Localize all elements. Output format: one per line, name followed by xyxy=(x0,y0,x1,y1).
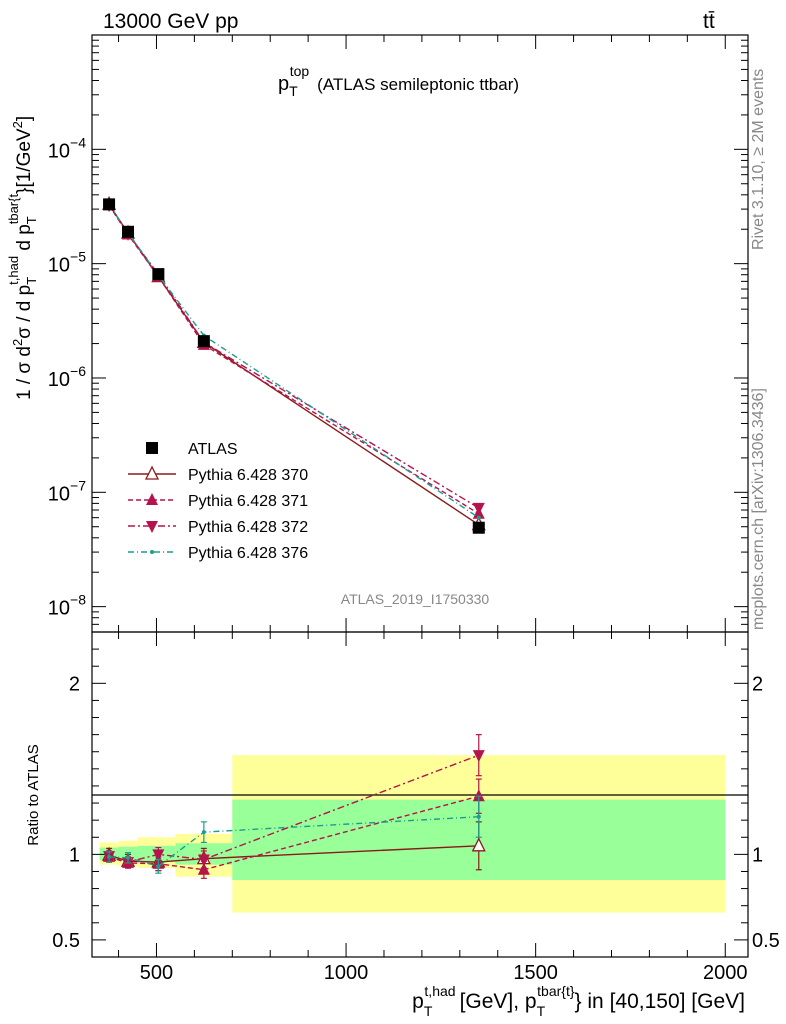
legend-entry: Pythia 6.428 370 xyxy=(128,465,308,484)
main-plot: 10−8 10−7 10−6 10−5 10−4 pTtop(ATLAS semilep… xyxy=(6,34,749,633)
main-axis-ticks xyxy=(92,34,748,633)
legend-entry: Pythia 6.428 371 xyxy=(128,493,308,510)
chart-title: pTtop(ATLAS semileptonic ttbar) xyxy=(278,63,519,99)
data-point xyxy=(152,268,165,281)
legend-marker xyxy=(150,550,154,554)
ratio-y-tick-label: 0.5 xyxy=(52,930,80,952)
main-y-tick-label: 10−5 xyxy=(48,249,86,277)
ratio-y-tick-label: 2 xyxy=(69,673,80,695)
legend-marker xyxy=(146,442,158,454)
ratio-y-tick-label-right: 1 xyxy=(752,844,763,866)
data-point xyxy=(197,854,210,867)
x-tick-label: 2000 xyxy=(703,962,748,984)
main-y-tick-labels: 10−8 10−7 10−6 10−5 10−4 xyxy=(48,134,86,619)
legend-marker xyxy=(146,521,158,533)
series-line xyxy=(108,204,480,515)
series-0 xyxy=(103,198,485,534)
series-line xyxy=(108,204,480,509)
ratio-y-tick-label-right: 2 xyxy=(752,673,763,695)
data-point xyxy=(201,830,206,835)
ratio-uncertainty-bands xyxy=(99,755,726,913)
legend-entry: Pythia 6.428 372 xyxy=(128,519,308,536)
legend-label: Pythia 6.428 370 xyxy=(188,467,308,484)
main-y-tick-label: 10−7 xyxy=(48,477,86,505)
data-point xyxy=(197,335,210,348)
data-point xyxy=(476,814,481,819)
data-point xyxy=(472,789,485,802)
legend-marker xyxy=(146,493,158,505)
data-point xyxy=(152,849,165,862)
data-point xyxy=(107,854,112,859)
data-point xyxy=(472,502,485,515)
ratio-plot: 0.5 0.5 1 1 2 2 500 1000 1500 2000 Ratio to ATLA… xyxy=(25,631,780,1019)
data-point xyxy=(126,855,131,860)
ratio-y-tick-label: 1 xyxy=(69,844,80,866)
ratio-line xyxy=(109,816,479,868)
main-y-tick-label: 10−8 xyxy=(48,592,86,620)
data-point xyxy=(476,515,481,520)
x-axis-label: pTt,had [GeV], pTtbar{t}} in [40,150] [Ge… xyxy=(412,983,745,1019)
legend-label: ATLAS xyxy=(188,441,238,458)
main-y-tick-label: 10−6 xyxy=(48,363,86,391)
main-y-tick-label: 10−4 xyxy=(48,134,86,162)
ratio-frame xyxy=(91,631,749,958)
legend-entry: ATLAS xyxy=(146,441,238,458)
data-point xyxy=(471,837,486,852)
ratio-series xyxy=(102,734,486,879)
data-point xyxy=(472,521,485,534)
legend: ATLAS Pythia 6.428 370 Pythia 6.428 371 Pyt… xyxy=(128,441,308,562)
header-left: 13000 GeV pp xyxy=(103,10,238,33)
legend-marker xyxy=(144,465,160,480)
ratio-series-4 xyxy=(106,795,482,874)
data-point xyxy=(122,225,135,238)
main-series xyxy=(102,195,486,534)
main-frame xyxy=(91,34,749,633)
data-point xyxy=(156,864,161,869)
series-line xyxy=(108,204,480,519)
x-tick-label: 1500 xyxy=(513,962,558,984)
mcplots-label: mcplots.cern.ch [arXiv:1306.3436] xyxy=(750,388,767,630)
ratio-y-tick-labels: 0.5 0.5 1 1 2 2 xyxy=(52,673,780,952)
x-tick-label: 1000 xyxy=(324,962,369,984)
data-point xyxy=(103,198,116,211)
legend-label: Pythia 6.428 371 xyxy=(188,493,308,510)
analysis-watermark: ATLAS_2019_I1750330 xyxy=(341,591,490,607)
x-tick-label: 500 xyxy=(140,962,173,984)
ratio-y-tick-label-right: 0.5 xyxy=(752,930,780,952)
x-tick-labels: 500 1000 1500 2000 xyxy=(140,962,748,984)
main-y-axis-label: 1 / σ d2σ / d pTt,had d pTtbar{t}[1/GeV2… xyxy=(6,116,39,400)
data-point xyxy=(472,750,485,763)
legend-label: Pythia 6.428 376 xyxy=(188,545,308,562)
data-point xyxy=(197,862,210,875)
legend-entry: Pythia 6.428 376 xyxy=(128,545,308,562)
header-right: tt̄ xyxy=(703,10,715,33)
ratio-y-axis-label: Ratio to ATLAS xyxy=(25,744,42,845)
rivet-version-label: Rivet 3.1.10, ≥ 2M events xyxy=(750,69,767,250)
ratio-series-3 xyxy=(103,734,485,870)
legend-label: Pythia 6.428 372 xyxy=(188,519,308,536)
